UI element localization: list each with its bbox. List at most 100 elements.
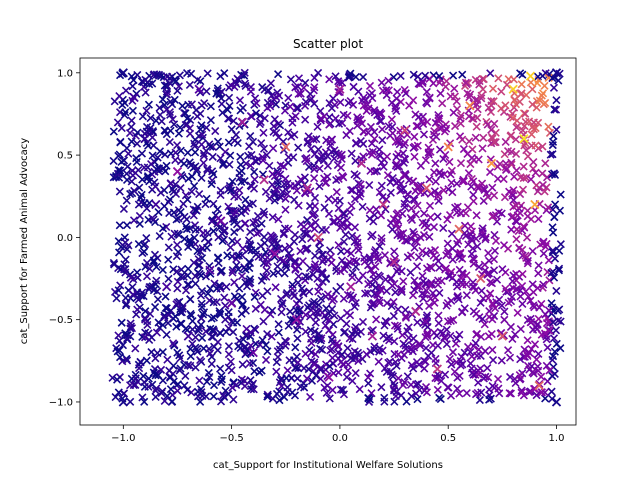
texture-marker: [126, 319, 135, 328]
texture-marker: [488, 315, 497, 324]
texture-marker: [491, 304, 500, 313]
texture-marker: [430, 127, 439, 136]
texture-marker: [224, 138, 233, 147]
texture-marker: [450, 367, 459, 376]
texture-marker: [528, 100, 537, 109]
texture-marker: [207, 314, 216, 323]
texture-marker: [142, 106, 151, 115]
texture-marker: [472, 211, 481, 220]
texture-marker: [237, 177, 246, 187]
texture-marker: [215, 281, 224, 290]
texture-marker: [365, 214, 374, 223]
texture-marker: [356, 115, 365, 124]
texture-marker: [498, 265, 507, 274]
texture-marker: [426, 247, 436, 256]
texture-marker: [481, 347, 490, 356]
texture-marker: [538, 180, 547, 190]
data-point: [194, 84, 204, 94]
texture-marker: [262, 151, 271, 160]
texture-marker: [143, 172, 153, 181]
texture-marker: [399, 170, 408, 180]
texture-marker: [452, 179, 461, 188]
texture-marker: [148, 214, 157, 223]
texture-marker: [289, 237, 299, 246]
texture-marker: [266, 231, 275, 240]
texture-marker: [363, 288, 372, 298]
texture-marker: [374, 255, 383, 265]
texture-marker: [387, 301, 396, 311]
texture-marker: [160, 396, 169, 406]
texture-marker: [139, 241, 148, 250]
texture-marker: [173, 284, 182, 293]
texture-marker: [169, 339, 178, 348]
texture-marker: [204, 238, 213, 247]
texture-marker: [476, 298, 485, 307]
texture-marker: [300, 101, 310, 110]
texture-marker: [266, 79, 275, 88]
texture-marker: [342, 319, 351, 328]
texture-marker: [556, 240, 565, 249]
texture-marker: [164, 274, 173, 283]
texture-marker: [216, 364, 225, 373]
texture-marker: [115, 221, 124, 230]
texture-marker: [549, 83, 559, 92]
texture-marker: [529, 164, 538, 173]
texture-marker: [232, 261, 241, 270]
texture-marker: [552, 286, 561, 295]
texture-marker: [162, 130, 171, 139]
texture-marker: [345, 311, 355, 320]
texture-marker: [545, 326, 554, 335]
texture-marker: [134, 200, 143, 209]
texture-marker: [133, 70, 142, 80]
texture-marker: [467, 352, 476, 361]
texture-marker: [500, 315, 509, 324]
x-axis: −1.0 −0.5 0.0 0.5 1.0: [111, 425, 564, 444]
texture-marker: [477, 91, 486, 100]
texture-marker: [332, 187, 341, 197]
texture-marker: [226, 151, 235, 160]
texture-marker: [338, 385, 348, 394]
texture-marker: [185, 80, 194, 90]
texture-marker: [246, 161, 255, 170]
texture-marker: [172, 322, 181, 331]
texture-marker: [335, 88, 344, 97]
texture-marker: [136, 357, 145, 366]
texture-marker: [525, 388, 534, 397]
texture-marker: [177, 265, 186, 274]
texture-marker: [190, 182, 199, 191]
texture-marker: [455, 389, 464, 398]
texture-marker: [234, 265, 243, 274]
texture-marker: [158, 265, 167, 275]
texture-marker: [434, 319, 443, 328]
texture-marker: [490, 119, 499, 128]
texture-marker: [533, 283, 542, 293]
texture-marker: [437, 171, 446, 180]
texture-marker: [128, 106, 137, 115]
texture-marker: [429, 251, 438, 260]
texture-marker: [321, 178, 330, 187]
texture-marker: [263, 390, 272, 399]
texture-marker: [434, 110, 443, 120]
texture-marker: [199, 344, 208, 353]
texture-marker: [387, 115, 396, 124]
texture-marker: [190, 233, 199, 242]
texture-marker: [544, 256, 553, 265]
texture-marker: [319, 151, 328, 160]
texture-marker: [538, 169, 547, 178]
texture-marker: [413, 201, 422, 210]
texture-marker: [143, 320, 152, 330]
data-point: [443, 142, 453, 152]
texture-marker: [425, 301, 434, 310]
texture-marker: [512, 123, 521, 132]
texture-marker: [326, 346, 335, 355]
texture-marker: [508, 113, 518, 122]
texture-marker: [548, 223, 557, 232]
texture-marker: [300, 188, 310, 197]
y-tick-label: 1.0: [57, 68, 73, 79]
texture-marker: [466, 359, 475, 368]
texture-marker: [489, 356, 498, 365]
texture-marker: [375, 296, 384, 305]
texture-marker: [355, 186, 364, 196]
texture-marker: [466, 159, 475, 169]
texture-marker: [466, 347, 475, 357]
